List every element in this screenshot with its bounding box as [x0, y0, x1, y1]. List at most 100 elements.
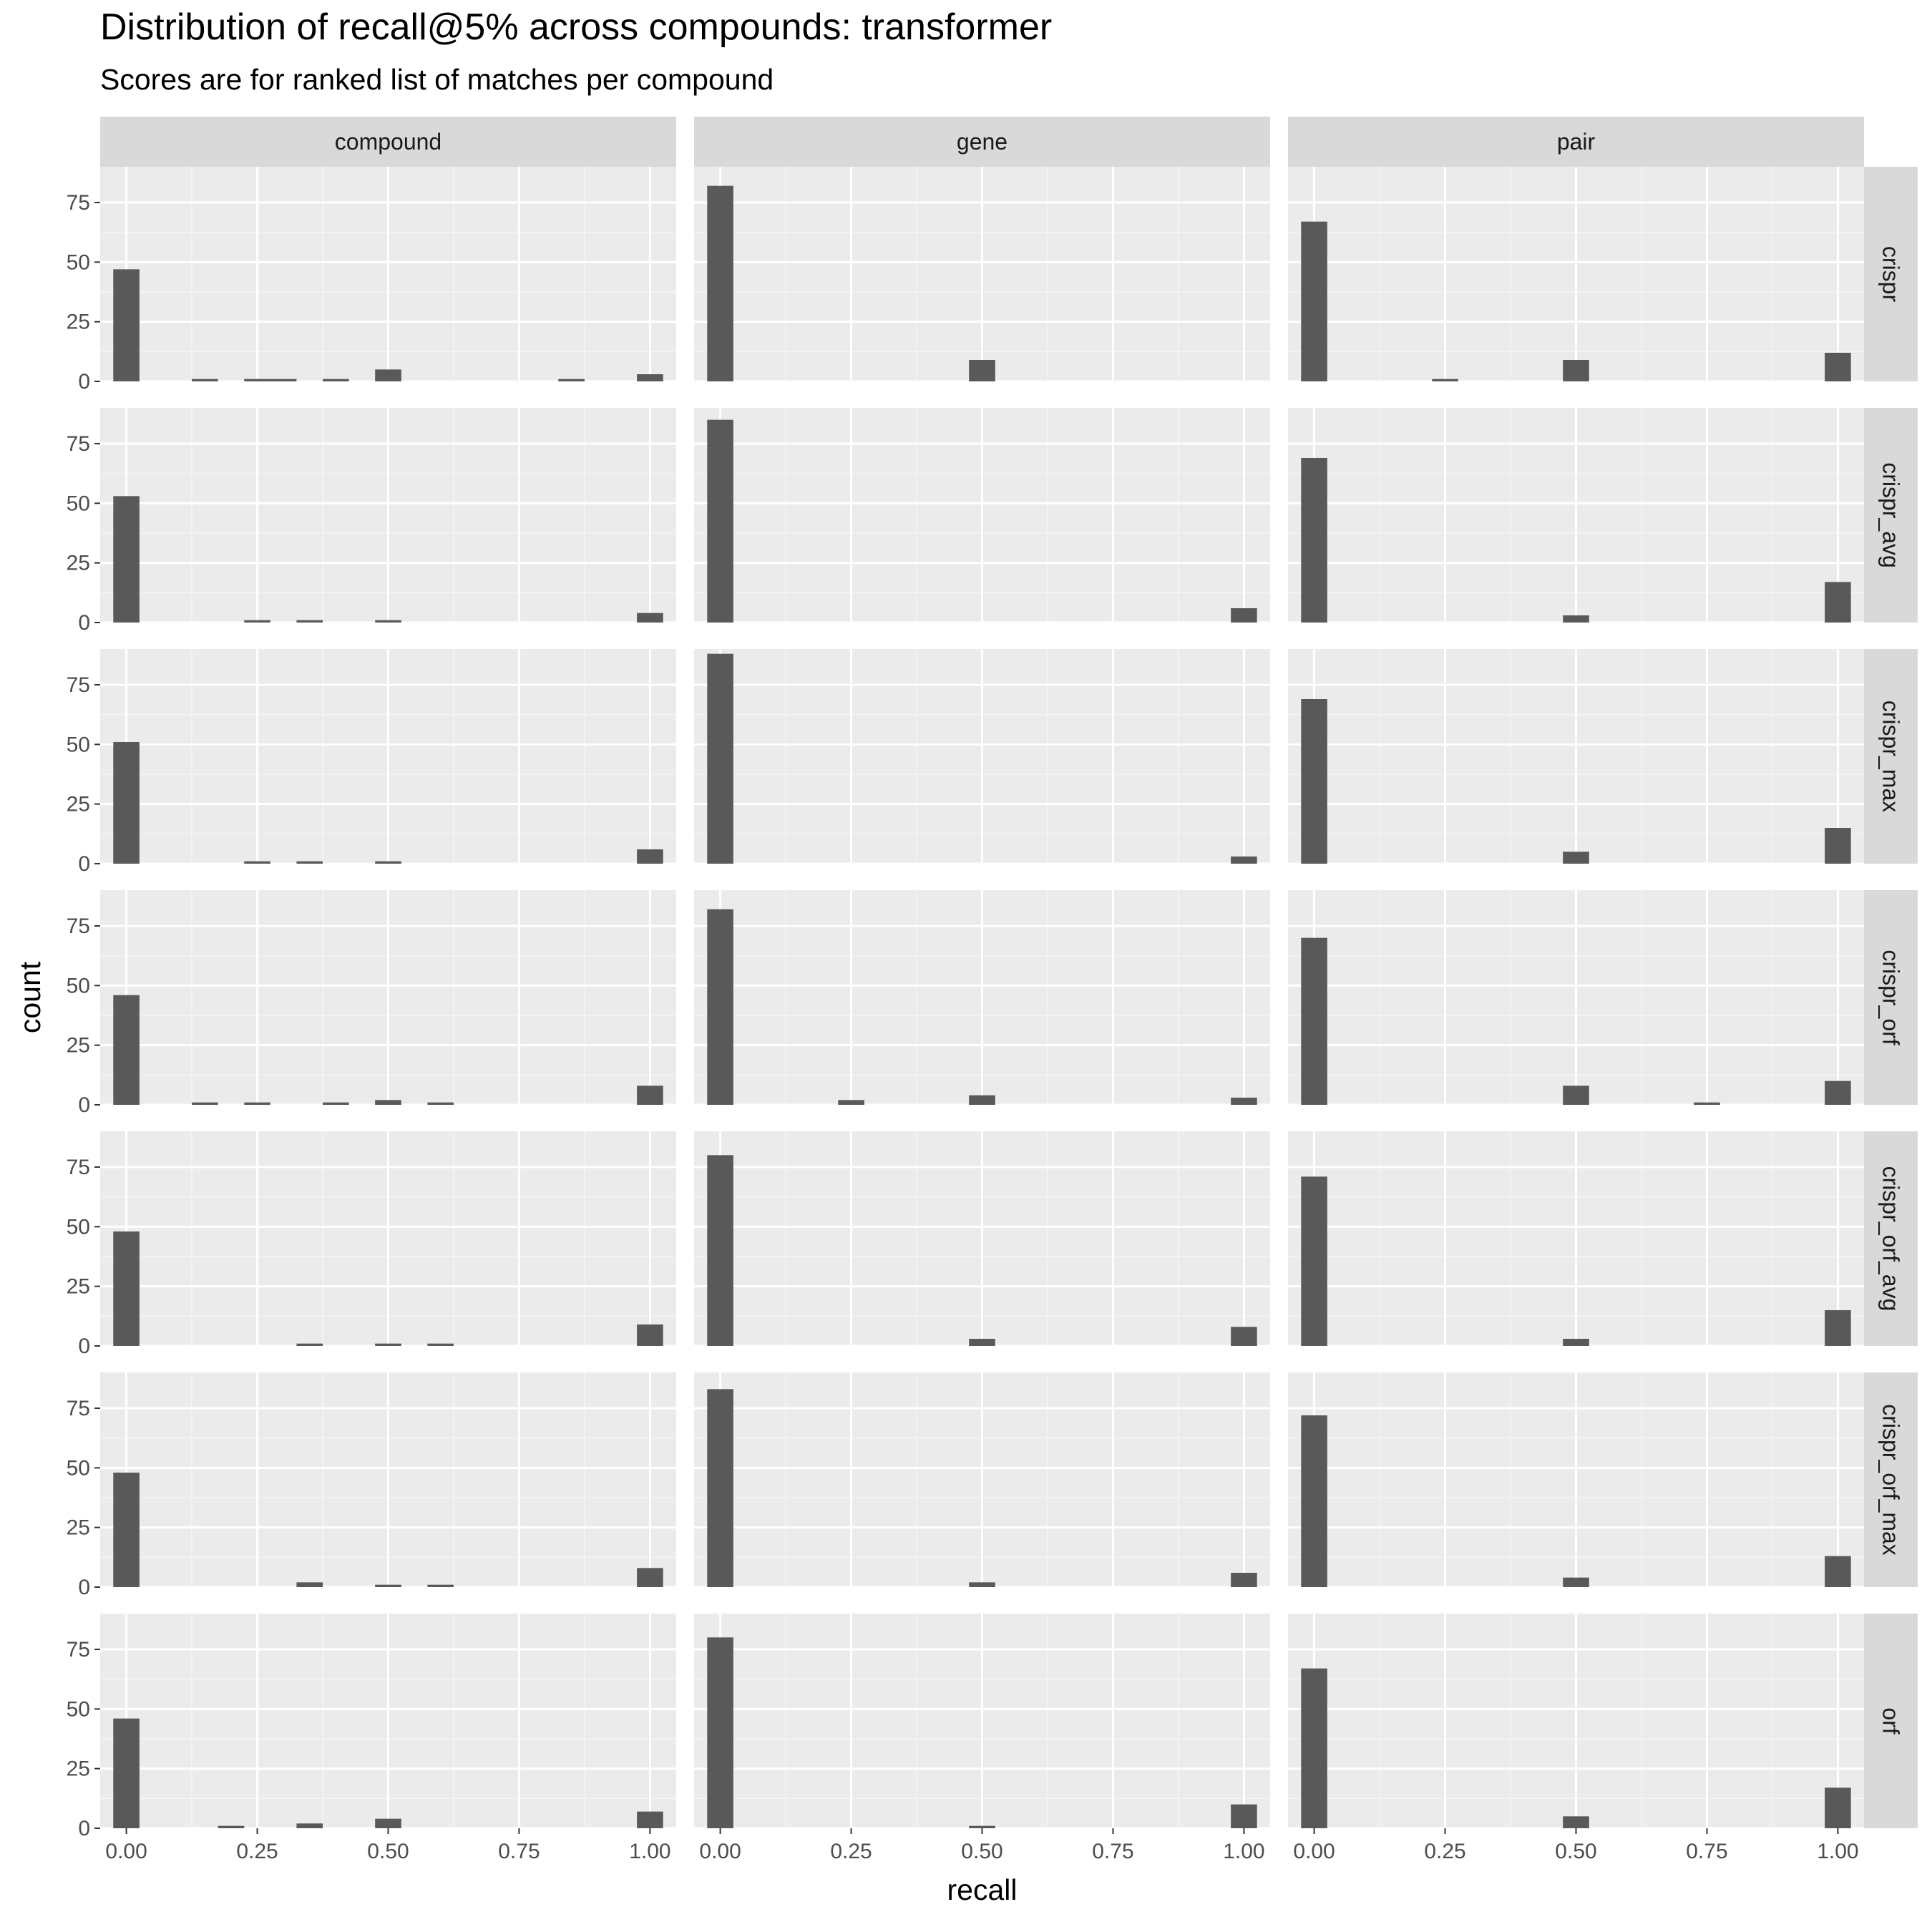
histogram-bar: [1231, 608, 1257, 623]
y-tick-label: 75: [67, 673, 90, 697]
row-strip-label: crispr_avg: [1878, 462, 1904, 568]
row-strip: [1864, 649, 1918, 864]
row-strip-label: crispr_max: [1878, 701, 1904, 812]
row-strip: [1864, 890, 1918, 1105]
y-tick-label: 25: [67, 1757, 90, 1781]
histogram-bar: [707, 185, 733, 381]
x-tick-label: 0.00: [1293, 1840, 1335, 1863]
histogram-bar: [113, 1718, 140, 1828]
column-strip: [100, 117, 676, 167]
histogram-bar: [1432, 379, 1458, 381]
y-tick-label: 75: [67, 432, 90, 456]
histogram-bar: [244, 620, 270, 623]
histogram-bar: [969, 1825, 995, 1828]
histogram-bar: [1231, 1573, 1257, 1587]
y-tick-label: 0: [78, 1093, 90, 1117]
histogram-bar: [1231, 1327, 1257, 1346]
histogram-bar: [1231, 1098, 1257, 1105]
chart-subtitle: Scores are for ranked list of matches pe…: [100, 63, 774, 96]
histogram-bar: [707, 653, 733, 864]
column-strip-label: compound: [335, 129, 441, 155]
histogram-bar: [1301, 1668, 1327, 1828]
column-strip: [694, 117, 1270, 167]
histogram-bar: [838, 1100, 864, 1105]
histogram-bar: [1301, 699, 1327, 864]
histogram-bar: [244, 379, 270, 381]
histogram-bar: [637, 1811, 663, 1828]
histogram-bar: [1231, 1804, 1257, 1828]
histogram-bar: [1301, 221, 1327, 381]
histogram-bar: [1563, 1085, 1589, 1105]
histogram-bar: [375, 1343, 401, 1346]
histogram-bar: [637, 374, 663, 381]
y-tick-label: 50: [67, 250, 90, 274]
row-strip-label: crispr_orf: [1878, 950, 1904, 1045]
histogram-bar: [296, 861, 323, 864]
column-strip-label: gene: [957, 129, 1008, 155]
y-tick-label: 25: [67, 793, 90, 816]
x-tick-label: 0.75: [1092, 1840, 1133, 1863]
histogram-bar: [1563, 1339, 1589, 1346]
histogram-bar: [1301, 1415, 1327, 1587]
y-tick-label: 0: [78, 611, 90, 635]
row-strip: [1864, 1372, 1918, 1587]
histogram-bar: [244, 861, 270, 864]
histogram-bar: [113, 742, 140, 864]
y-tick-label: 25: [67, 1516, 90, 1540]
histogram-bar: [218, 1825, 245, 1828]
histogram-bar: [1825, 1787, 1851, 1828]
y-tick-label: 25: [67, 552, 90, 575]
row-strip-label: crispr_orf_avg: [1878, 1166, 1904, 1312]
histogram-bar: [192, 1102, 218, 1105]
histogram-bar: [969, 1095, 995, 1105]
histogram-bar: [1825, 828, 1851, 864]
y-tick-label: 75: [67, 1156, 90, 1179]
y-tick-label: 0: [78, 1817, 90, 1840]
histogram-bar: [1563, 615, 1589, 623]
y-tick-label: 25: [67, 1034, 90, 1058]
row-strip: [1864, 1131, 1918, 1346]
histogram-bar: [969, 1582, 995, 1587]
histogram-bar: [375, 1100, 401, 1105]
y-tick-label: 50: [67, 1215, 90, 1239]
histogram-bar: [270, 379, 297, 381]
histogram-bar: [707, 1155, 733, 1346]
histogram-bar: [113, 269, 140, 381]
histogram-bar: [427, 1584, 454, 1587]
histogram-bar: [375, 1818, 401, 1828]
histogram-bar: [375, 620, 401, 623]
histogram-bar: [375, 861, 401, 864]
y-tick-label: 50: [67, 1456, 90, 1480]
x-axis-title: recall: [947, 1873, 1018, 1906]
y-tick-label: 50: [67, 1697, 90, 1721]
column-strip-label: pair: [1557, 129, 1596, 155]
histogram-bar: [1825, 353, 1851, 381]
histogram-bar: [707, 1637, 733, 1828]
chart-title: Distribution of recall@5% across compoun…: [100, 6, 1053, 48]
histogram-bar: [1563, 1577, 1589, 1587]
x-tick-label: 0.25: [236, 1840, 278, 1863]
y-tick-label: 75: [67, 1397, 90, 1420]
histogram-bar: [1825, 1080, 1851, 1105]
x-tick-label: 0.75: [1686, 1840, 1727, 1863]
x-tick-label: 0.50: [961, 1840, 1002, 1863]
histogram-bar: [113, 1473, 140, 1587]
y-tick-label: 75: [67, 191, 90, 215]
histogram-bar: [558, 379, 585, 381]
y-tick-label: 0: [78, 1576, 90, 1599]
histogram-bar: [375, 1584, 401, 1587]
histogram-bar: [707, 419, 733, 623]
histogram-bar: [707, 1389, 733, 1587]
histogram-bar: [637, 1324, 663, 1346]
histogram-bar: [323, 379, 349, 381]
histogram-bar: [1563, 852, 1589, 864]
histogram-bar: [1301, 1176, 1327, 1346]
histogram-bar: [1231, 857, 1257, 864]
x-tick-label: 0.25: [830, 1840, 872, 1863]
y-tick-label: 25: [67, 311, 90, 334]
x-tick-label: 1.00: [629, 1840, 670, 1863]
histogram-bar: [113, 496, 140, 623]
histogram-bar: [375, 369, 401, 381]
histogram-bar: [969, 360, 995, 381]
row-strip: [1864, 1614, 1918, 1828]
